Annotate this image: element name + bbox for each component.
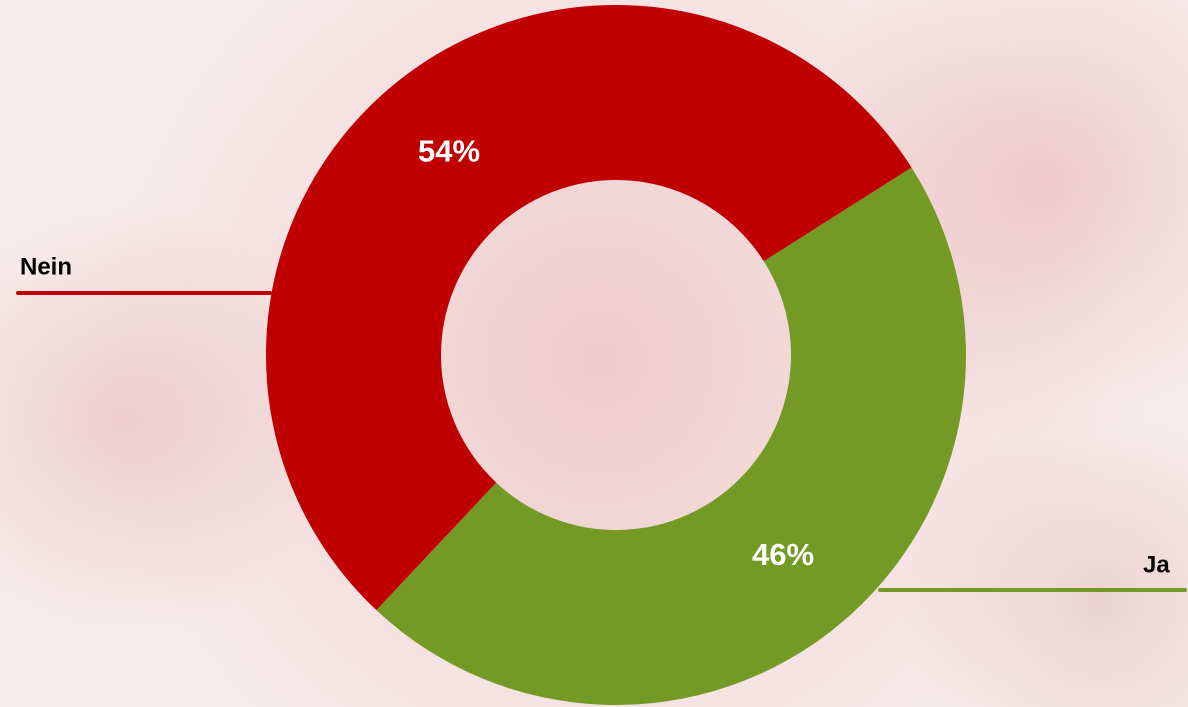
donut-slice [376, 167, 966, 706]
value-label: 46% [752, 537, 814, 572]
donut-slice [266, 5, 912, 611]
category-label: Ja [1143, 551, 1170, 578]
category-label: Nein [20, 253, 72, 280]
value-label: 54% [418, 133, 480, 168]
